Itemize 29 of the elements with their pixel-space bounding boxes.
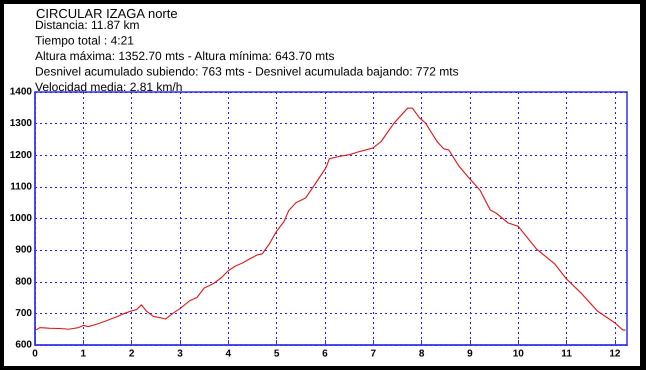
x-tick-label: 8 [418,348,425,360]
text: Tiempo total : 4:21 [35,34,134,48]
y-tick-label: 700 [15,308,32,319]
y-tick-label: 800 [15,276,32,288]
chart-title: CIRCULAR IZAGA norte [36,6,178,21]
text: Altura máxima: 1352.70 mts - Altura mínima: 643.70 mts [35,49,334,63]
y-tick-label: 1100 [10,181,32,192]
x-tick-label: 12 [609,348,621,360]
x-tick-label: 3 [177,348,184,360]
x-tick-label: 11 [561,348,572,360]
y-tick-label: 1300 [10,118,32,130]
y-tick-label: 1000 [10,213,32,224]
x-tick-label: 9 [467,348,474,360]
x-tick-label: 5 [274,348,280,360]
x-tick-label: 6 [322,348,328,360]
annotation: Velocidad media: 2.81 km/h [35,80,182,94]
line-series [34,108,626,331]
y-tick-label: 1200 [10,150,32,161]
x-tick-label: 0 [32,348,38,360]
y-tick-label: 900 [15,244,32,256]
text: Distancia: 11.87 km [35,18,140,32]
text: Desnivel acumulado subiendo: 763 mts - Desnivel acumulada bajando: 772 mts [35,64,459,78]
x-tick-label: 7 [370,348,377,360]
x-tick-label: 10 [512,348,524,360]
x-tick-label: 4 [226,348,232,360]
x-tick-label: 1 [80,348,87,360]
x-tick-label: 2 [128,348,135,360]
y-tick-label: 600 [15,340,32,350]
y-tick-label: 1400 [10,86,32,98]
